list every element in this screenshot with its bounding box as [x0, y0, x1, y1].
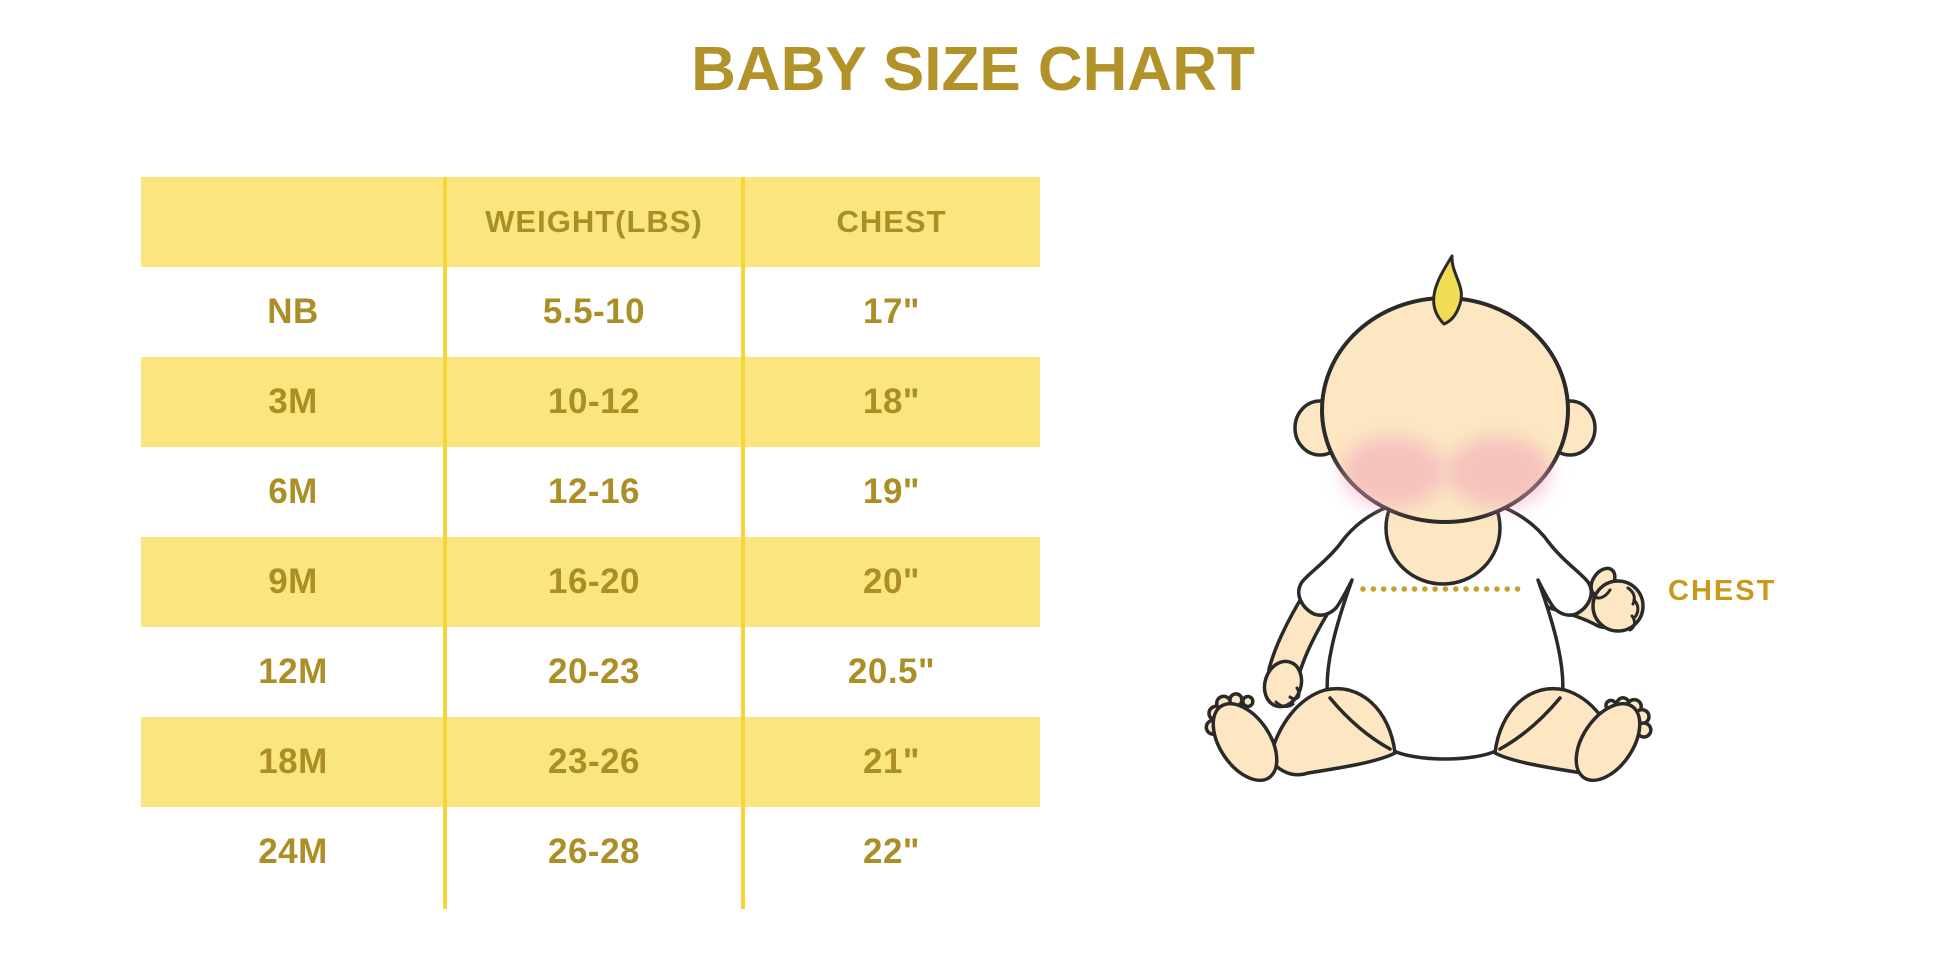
cell-size: 18M	[258, 742, 328, 781]
cell-chest: 21"	[862, 742, 921, 781]
cell-chest: 20.5"	[847, 652, 936, 691]
chest-label: CHEST	[1668, 575, 1776, 607]
header-cell-size	[141, 177, 445, 267]
table-row: NB 5.5-10 17"	[141, 267, 1040, 357]
baby-hand-left	[1262, 659, 1304, 709]
cell-weight: 12-16	[547, 472, 641, 511]
header-cell-chest: CHEST	[836, 204, 947, 239]
cell-weight: 5.5-10	[542, 292, 646, 331]
table-row: 9M 16-20 20"	[141, 537, 1040, 627]
column-divider	[741, 177, 745, 909]
column-divider	[443, 177, 447, 909]
table-row: 18M 23-26 21"	[141, 717, 1040, 807]
onesie-leg-seam-left	[1328, 696, 1392, 751]
cell-size: NB	[267, 292, 319, 331]
cell-size: 9M	[268, 562, 318, 601]
size-table: WEIGHT(LBS) CHEST NB 5.5-10 17" 3M 10-12…	[141, 177, 1040, 909]
cell-size: 3M	[268, 382, 318, 421]
cell-weight: 16-20	[547, 562, 641, 601]
table-header-row: WEIGHT(LBS) CHEST	[141, 177, 1040, 267]
cell-weight: 10-12	[547, 382, 641, 421]
baby-foot-left	[1204, 692, 1279, 783]
cell-weight: 23-26	[547, 742, 641, 781]
baby-body-onesie	[1297, 496, 1593, 761]
cell-size: 12M	[258, 652, 328, 691]
cell-chest: 18"	[862, 382, 921, 421]
cell-size: 6M	[268, 472, 318, 511]
onesie-leg-seam-right	[1498, 696, 1562, 751]
table-row: 3M 10-12 18"	[141, 357, 1040, 447]
header-cell-weight: WEIGHT(LBS)	[485, 204, 703, 239]
baby-blush-right	[1447, 436, 1551, 508]
cell-chest: 22"	[862, 832, 921, 871]
cell-weight: 20-23	[547, 652, 641, 691]
table-row: 12M 20-23 20.5"	[141, 627, 1040, 717]
cell-chest: 17"	[862, 292, 921, 331]
table-row: 6M 12-16 19"	[141, 447, 1040, 537]
cell-chest: 19"	[862, 472, 921, 511]
baby-foot-right	[1574, 696, 1653, 783]
baby-blush-left	[1341, 436, 1445, 508]
table-row: 24M 26-28 22"	[141, 807, 1040, 897]
baby-illustration: CHEST	[1204, 254, 1776, 783]
baby-hair-curl	[1432, 254, 1463, 326]
cell-weight: 26-28	[547, 832, 641, 871]
baby-fist-right	[1589, 566, 1645, 633]
cell-chest: 20"	[862, 562, 921, 601]
page-title: BABY SIZE CHART	[691, 35, 1255, 104]
cell-size: 24M	[258, 832, 328, 871]
